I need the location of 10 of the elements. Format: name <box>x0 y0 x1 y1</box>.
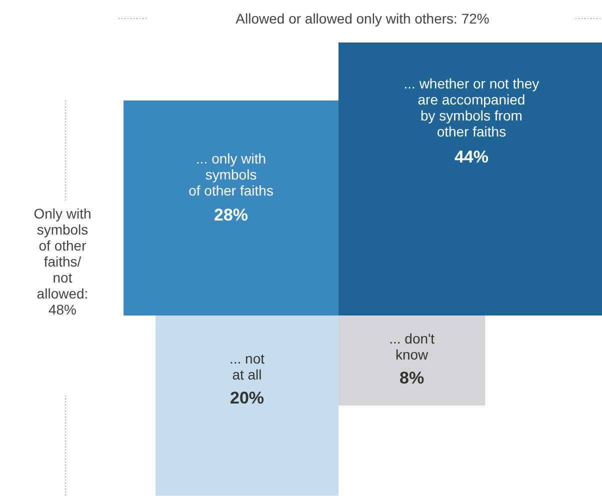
category-label: ... not at all <box>229 350 265 382</box>
data-label: 20% <box>230 388 264 408</box>
data-label: 44% <box>454 148 488 166</box>
data-label: 28% <box>214 206 248 224</box>
text: Only with symbols of other faiths/ not allowed: 48% <box>34 206 92 318</box>
category-label: ... only with symbols of other faiths <box>188 150 274 198</box>
text: Allowed or allowed only with others: 72% <box>236 10 490 26</box>
category-label: ... whether or not they are accompanied by symbols from other faiths <box>404 76 540 140</box>
category-label: ... don't know <box>389 330 435 362</box>
data-label: 8% <box>400 368 424 388</box>
